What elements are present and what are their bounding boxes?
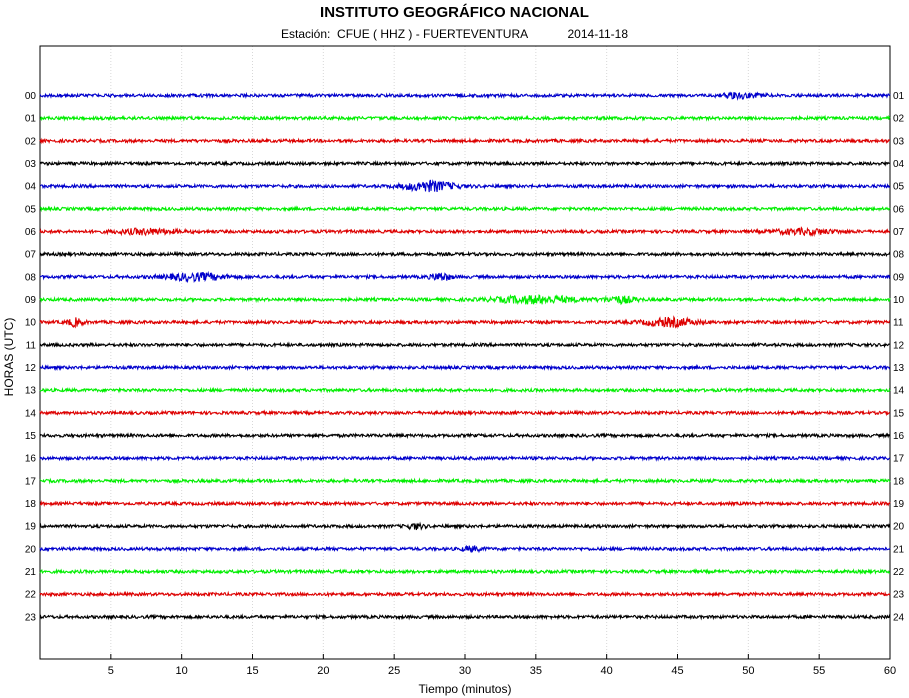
trace-hour-15 <box>39 431 891 440</box>
trace-hour-22 <box>39 590 891 598</box>
hour-label-right: 14 <box>893 386 905 397</box>
hour-label-left: 06 <box>25 227 37 238</box>
trace-hour-20 <box>39 544 891 554</box>
hour-label-left: 15 <box>25 431 37 442</box>
trace-hour-03 <box>39 159 891 168</box>
trace-hour-23 <box>39 613 891 621</box>
hour-label-right: 08 <box>893 250 905 261</box>
trace-hour-07 <box>39 250 891 258</box>
hour-label-right: 03 <box>893 136 905 147</box>
trace-hour-17 <box>39 477 891 485</box>
hour-label-left: 17 <box>25 476 37 487</box>
x-tick-label: 30 <box>459 665 471 677</box>
hour-label-right: 13 <box>893 363 905 374</box>
hour-label-left: 04 <box>25 182 37 193</box>
hour-label-left: 23 <box>25 612 37 623</box>
hour-label-right: 09 <box>893 272 905 283</box>
trace-hour-11 <box>39 341 891 349</box>
hour-label-left: 21 <box>25 567 37 578</box>
hour-label-right: 04 <box>893 159 905 170</box>
hour-label-left: 01 <box>25 114 37 125</box>
trace-hour-18 <box>39 499 891 508</box>
trace-hour-08 <box>39 270 891 284</box>
hour-label-right: 06 <box>893 204 905 215</box>
hour-label-right: 19 <box>893 499 905 510</box>
x-tick-label: 60 <box>884 665 896 677</box>
hour-label-left: 10 <box>25 318 37 329</box>
station-label: Estación: <box>281 27 331 41</box>
trace-hour-21 <box>39 567 891 576</box>
chart-subtitle: Estación: CFUE ( HHZ ) - FUERTEVENTURA 2… <box>0 27 909 41</box>
hour-label-right: 07 <box>893 227 905 238</box>
x-tick-label: 20 <box>317 665 329 677</box>
hour-label-left: 05 <box>25 204 37 215</box>
hour-label-right: 22 <box>893 567 905 578</box>
trace-hour-16 <box>39 454 891 462</box>
hour-label-left: 22 <box>25 590 37 601</box>
hour-label-left: 07 <box>25 250 37 261</box>
trace-hour-19 <box>39 521 891 531</box>
hour-label-right: 17 <box>893 454 905 465</box>
hour-label-left: 19 <box>25 522 37 533</box>
trace-hour-09 <box>39 293 891 306</box>
trace-hour-06 <box>39 226 891 238</box>
chart-title: INSTITUTO GEOGRÁFICO NACIONAL <box>320 4 589 21</box>
grid-lines <box>110 46 820 659</box>
trace-hour-12 <box>39 363 891 372</box>
left-hour-labels: 00 01 02 03 04 05 06 07 08 09 10 11 12 13 14 15 16 17 18 19… <box>25 91 37 623</box>
x-tick-label: 5 <box>108 665 114 677</box>
trace-hour-10 <box>39 315 891 329</box>
x-tick-label: 35 <box>530 665 542 677</box>
record-date: 2014-11-18 <box>567 27 629 41</box>
x-axis-label: Tiempo (minutos) <box>419 682 512 696</box>
x-tick-label: 45 <box>671 665 683 677</box>
x-tick-label: 10 <box>176 665 188 677</box>
hour-label-left: 12 <box>25 363 37 374</box>
hour-label-left: 13 <box>25 386 37 397</box>
hour-label-right: 24 <box>893 612 905 623</box>
x-tick-label: 50 <box>742 665 754 677</box>
trace-hour-01 <box>39 114 891 122</box>
hour-label-right: 01 <box>893 91 905 102</box>
hour-label-right: 21 <box>893 544 905 555</box>
hour-label-left: 02 <box>25 136 37 147</box>
trace-hour-00 <box>39 91 891 101</box>
hour-label-right: 23 <box>893 590 905 601</box>
hour-label-left: 14 <box>25 408 37 419</box>
hour-label-left: 18 <box>25 499 37 510</box>
hour-label-left: 11 <box>26 340 37 351</box>
trace-hour-13 <box>39 386 891 394</box>
hour-label-right: 11 <box>893 318 904 329</box>
x-tick-label: 55 <box>813 665 825 677</box>
hour-label-right: 18 <box>893 476 905 487</box>
right-hour-labels: 01 02 03 04 05 06 07 08 09 10 11 12 13 14 15 16 17 18 19 20… <box>893 91 905 623</box>
x-tick-label: 15 <box>246 665 258 677</box>
hour-label-right: 05 <box>893 182 905 193</box>
x-tick-label: 25 <box>388 665 400 677</box>
y-axis-label: HORAS (UTC) <box>2 318 16 397</box>
hour-label-left: 16 <box>25 454 37 465</box>
hour-label-left: 09 <box>25 295 37 306</box>
trace-hour-14 <box>39 409 891 417</box>
hour-label-left: 03 <box>25 159 37 170</box>
trace-hour-05 <box>39 205 891 213</box>
hour-label-left: 20 <box>25 544 37 555</box>
station-name: CFUE ( HHZ ) - FUERTEVENTURA <box>337 27 528 41</box>
hour-label-left: 08 <box>25 272 37 283</box>
trace-hour-02 <box>39 137 891 145</box>
trace-hour-04 <box>39 179 891 193</box>
hour-label-right: 20 <box>893 522 905 533</box>
hour-label-right: 12 <box>893 340 905 351</box>
x-tick-label: 40 <box>601 665 613 677</box>
x-axis-ticks: 5 10 15 20 25 30 35 40 45 50 55 60 <box>108 654 896 677</box>
hour-label-right: 16 <box>893 431 905 442</box>
hour-label-left: 00 <box>25 91 37 102</box>
hour-label-right: 02 <box>893 114 905 125</box>
hour-label-right: 15 <box>893 408 905 419</box>
hour-label-right: 10 <box>893 295 905 306</box>
seismic-traces <box>39 91 891 621</box>
